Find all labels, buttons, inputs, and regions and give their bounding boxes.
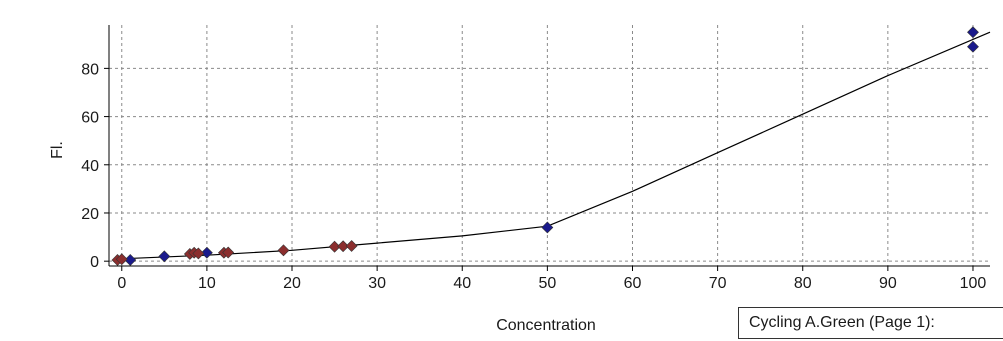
data-point <box>124 254 137 266</box>
x-tick-label: 70 <box>709 275 727 292</box>
data-point <box>328 240 341 253</box>
x-tick-label: 30 <box>368 275 386 292</box>
y-tick-label: 60 <box>81 110 99 127</box>
data-points <box>111 26 979 266</box>
data-point <box>158 250 171 263</box>
y-axis-ticks: 0 20 40 60 80 <box>81 61 109 271</box>
x-tick-label: 80 <box>794 275 812 292</box>
y-tick-label: 0 <box>90 254 99 271</box>
x-tick-label: 10 <box>198 275 216 292</box>
x-axis-title: Concentration <box>496 317 596 334</box>
grid-lines <box>109 25 990 266</box>
data-point <box>967 40 979 53</box>
x-tick-label: 20 <box>283 275 301 292</box>
x-tick-label: 0 <box>117 275 126 292</box>
legend-label: Cycling A.Green (Page 1): <box>749 314 935 331</box>
y-tick-label: 80 <box>81 61 99 78</box>
data-point <box>967 26 979 39</box>
x-tick-label: 100 <box>960 275 987 292</box>
x-tick-label: 40 <box>453 275 471 292</box>
y-axis-title: Fl. <box>49 141 66 159</box>
data-point <box>337 240 350 253</box>
x-axis-ticks: 0 10 20 30 40 50 60 70 80 90 100 <box>117 266 986 292</box>
data-point <box>277 244 290 257</box>
data-point <box>345 240 358 252</box>
x-tick-label: 90 <box>879 275 897 292</box>
y-tick-label: 40 <box>81 158 99 175</box>
legend-box[interactable]: Cycling A.Green (Page 1): <box>738 307 1003 339</box>
x-tick-label: 60 <box>624 275 642 292</box>
data-point <box>541 221 554 234</box>
data-point <box>115 253 128 266</box>
data-point <box>200 246 213 259</box>
y-tick-label: 20 <box>81 206 99 223</box>
data-point <box>192 247 205 260</box>
data-point <box>222 246 235 259</box>
x-tick-label: 50 <box>538 275 556 292</box>
